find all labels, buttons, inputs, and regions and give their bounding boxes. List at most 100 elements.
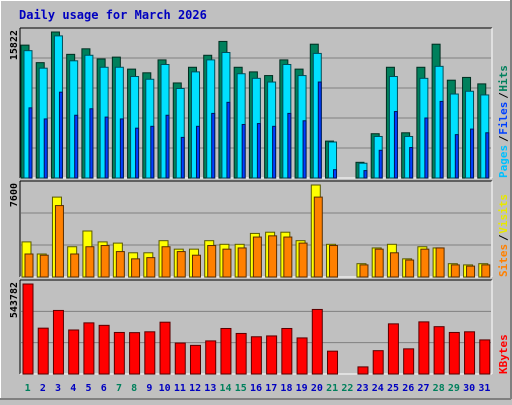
bar-sites-day-10 <box>161 246 171 278</box>
bar-pages-day-19 <box>302 120 307 179</box>
bar-files-day-8 <box>130 75 140 179</box>
bar-kbytes-day-16 <box>250 336 262 375</box>
day-label-29: 29 <box>448 383 460 394</box>
day-label-3: 3 <box>55 383 61 394</box>
panel-legend: Pages/Files/Hits <box>497 65 510 178</box>
bar-kbytes-day-11 <box>174 342 186 375</box>
bar-sites-day-12 <box>191 254 201 278</box>
day-label-21: 21 <box>326 383 338 394</box>
bar-pages-day-30 <box>470 128 475 179</box>
bar-kbytes-day-18 <box>281 327 293 375</box>
day-label-12: 12 <box>189 383 201 394</box>
bar-pages-day-12 <box>195 125 200 179</box>
bar-sites-day-13 <box>207 245 217 278</box>
y-max-label: 15822 <box>9 30 20 60</box>
bar-kbytes-day-27 <box>418 321 430 375</box>
y-max-label: 543782 <box>9 282 20 318</box>
bar-kbytes-day-3 <box>52 309 64 375</box>
bar-sites-day-31 <box>481 264 491 278</box>
bar-sites-day-29 <box>450 264 460 278</box>
bar-sites-day-19 <box>298 242 308 278</box>
bar-kbytes-day-24 <box>372 350 384 375</box>
bar-kbytes-day-30 <box>464 331 476 375</box>
day-label-23: 23 <box>357 383 369 394</box>
bar-kbytes-day-20 <box>311 308 323 375</box>
day-label-9: 9 <box>146 383 152 394</box>
bar-pages-day-25 <box>393 111 398 179</box>
bar-sites-day-11 <box>176 251 186 278</box>
bar-pages-day-24 <box>378 149 383 179</box>
day-label-31: 31 <box>478 383 490 394</box>
bar-pages-day-5 <box>89 108 94 179</box>
bar-sites-day-16 <box>252 236 262 278</box>
bar-kbytes-day-31 <box>479 339 491 375</box>
day-label-5: 5 <box>86 383 92 394</box>
day-label-26: 26 <box>402 383 414 394</box>
day-label-13: 13 <box>204 383 216 394</box>
bar-pages-day-8 <box>135 127 140 179</box>
bar-pages-day-20 <box>317 81 322 179</box>
bar-sites-day-28 <box>435 247 445 278</box>
bar-kbytes-day-26 <box>403 348 415 375</box>
bar-pages-day-11 <box>180 136 185 179</box>
bar-pages-day-4 <box>74 114 79 179</box>
bar-sites-day-25 <box>389 252 399 278</box>
bar-pages-day-14 <box>226 101 231 179</box>
bar-pages-day-3 <box>58 91 63 179</box>
day-label-6: 6 <box>101 383 107 394</box>
bar-pages-day-27 <box>424 117 429 179</box>
bar-pages-day-23 <box>363 170 368 179</box>
legend-label-separator: / <box>497 234 510 241</box>
bar-pages-day-13 <box>211 112 216 179</box>
bar-pages-day-17 <box>272 125 277 179</box>
bar-kbytes-day-13 <box>205 340 217 375</box>
bar-pages-day-2 <box>43 118 48 179</box>
bar-kbytes-day-10 <box>159 321 171 375</box>
bar-pages-day-26 <box>409 147 414 179</box>
bar-sites-day-27 <box>420 248 430 278</box>
day-label-1: 1 <box>25 383 31 394</box>
legend-label-kbytes: KBytes <box>497 334 510 374</box>
bar-sites-day-8 <box>131 258 141 278</box>
bar-pages-day-7 <box>119 118 124 179</box>
bar-kbytes-day-23 <box>357 366 369 375</box>
day-label-24: 24 <box>372 383 384 394</box>
day-label-15: 15 <box>235 383 247 394</box>
legend-label-separator: / <box>497 92 510 99</box>
day-label-22: 22 <box>341 383 353 394</box>
bar-pages-day-9 <box>150 125 155 179</box>
bar-kbytes-day-5 <box>83 322 95 375</box>
legend-label-files: Files <box>497 102 510 135</box>
bar-files-day-12 <box>190 71 200 179</box>
bar-sites-day-5 <box>85 246 95 278</box>
bar-sites-day-17 <box>268 235 278 278</box>
bar-kbytes-day-4 <box>68 329 80 375</box>
legend-label-sites: Sites <box>497 244 510 277</box>
bar-kbytes-day-9 <box>144 331 156 375</box>
chart-title: Daily usage for March 2026 <box>19 8 207 22</box>
panel-legend: KBytes <box>497 334 510 374</box>
bar-pages-day-16 <box>256 123 261 179</box>
bar-pages-day-29 <box>454 134 459 179</box>
bar-kbytes-day-17 <box>266 335 278 375</box>
day-label-30: 30 <box>463 383 475 394</box>
bar-sites-day-21 <box>329 245 339 278</box>
bar-sites-day-2 <box>39 254 49 278</box>
day-label-8: 8 <box>131 383 137 394</box>
day-label-11: 11 <box>174 383 186 394</box>
y-max-label: 7600 <box>9 183 20 207</box>
bar-pages-day-28 <box>439 100 444 179</box>
bar-sites-day-3 <box>54 205 64 278</box>
day-label-14: 14 <box>220 383 232 394</box>
bar-kbytes-day-1 <box>22 283 34 375</box>
bar-kbytes-day-8 <box>129 332 141 375</box>
legend-label-separator: / <box>497 135 510 142</box>
bar-files-day-21 <box>328 141 338 179</box>
bar-pages-day-15 <box>241 123 246 179</box>
chart-panels: 15822Pages/Files/Hits7600Sites/Visits543… <box>9 27 510 375</box>
bar-pages-day-6 <box>104 116 109 179</box>
panel-visits_sites: 7600 Sites /Visits <box>9 180 510 278</box>
legend-label-hits: Hits <box>497 65 510 92</box>
